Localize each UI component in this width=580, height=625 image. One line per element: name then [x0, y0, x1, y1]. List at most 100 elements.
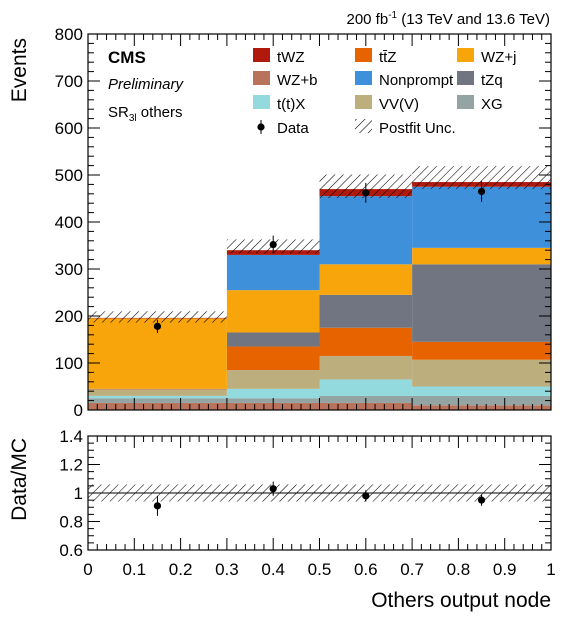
stack-bar-nonprompt-bin1 [226, 254, 320, 291]
main-ytick-label: 200 [55, 307, 83, 326]
ratio-ytick-label: 1 [74, 484, 83, 503]
ratio-ytick-label: 0.6 [59, 541, 83, 560]
legend-swatch [253, 48, 270, 62]
ratio-xlabel: Others output node [371, 589, 551, 612]
ratio-point-3 [477, 494, 486, 506]
lumi-energy: (13 TeV and 13.6 TeV) [397, 11, 550, 28]
data-point-3 [477, 181, 486, 202]
main-ylabel: Events [8, 38, 31, 102]
ratio-point-1 [269, 481, 277, 496]
stack-bar-wzb-bin0 [88, 402, 227, 410]
ratio-xtick-label: 0.8 [447, 560, 471, 579]
postfit-unc-band-bin0 [88, 311, 227, 323]
main-ytick-label: 500 [55, 166, 83, 185]
ratio-marker-2 [362, 492, 370, 500]
ratio-xtick-label: 0.7 [400, 560, 424, 579]
data-marker-2 [362, 189, 370, 197]
main-ytick-label: 300 [55, 260, 83, 279]
region-rest: others [137, 104, 183, 121]
stack-bar-vvv-bin3 [412, 359, 551, 387]
ratio-point-0 [153, 495, 162, 516]
legend-label: tt̄Z [379, 49, 397, 66]
legend-entry-nonprompt: Nonprompt [355, 71, 454, 89]
stack-bar-vvv-bin1 [226, 370, 320, 389]
legend-unc-swatch [355, 119, 372, 133]
main-ytick-label: 800 [55, 25, 83, 44]
ratio-xtick-label: 1 [546, 560, 555, 579]
legend-entry-wzb: WZ+b [253, 71, 317, 89]
stack-bar-ttx-bin1 [226, 388, 320, 399]
ratio-marker-3 [477, 496, 486, 504]
lumi-exponent: -1 [388, 10, 397, 21]
legend-label: tWZ [277, 49, 305, 66]
stack-bar-nonprompt-bin2 [319, 196, 413, 265]
legend-swatch [457, 95, 474, 109]
legend-label: t(t)X [277, 96, 305, 113]
ratio-ylabel: Data/MC [8, 438, 31, 521]
legend: tWZ tt̄Z WZ+j WZ+b Nonprompt tZq t(t)X VV(V) XG D… [253, 48, 516, 137]
ratio-marker-1 [269, 485, 277, 493]
main-ytick-label: 700 [55, 72, 83, 91]
ratio-xtick-label: 0.1 [122, 560, 146, 579]
main-ytick-label: 100 [55, 354, 83, 373]
ratio-point-2 [362, 490, 370, 502]
data-point-0 [153, 319, 162, 333]
region-label: SR3l others [108, 104, 183, 124]
legend-entry-xg: XG [457, 95, 503, 113]
legend-entry-ttz: tt̄Z [355, 48, 397, 66]
ratio-panel: 0 0.1 0.2 0.3 0.4 0.5 0.6 0.7 0.8 0.9 1 0.6 0.8 1 1.2 1… [8, 427, 556, 612]
main-panel: 0 100 200 300 400 500 600 700 800 Events [8, 25, 552, 420]
ratio-xtick-label: 0.9 [493, 560, 517, 579]
preliminary-label: Preliminary [108, 76, 185, 93]
legend-entry-ttx: t(t)X [253, 95, 305, 113]
legend-label: VV(V) [379, 96, 419, 113]
legend-entry-wzj: WZ+j [457, 48, 516, 66]
legend-swatch [253, 95, 270, 109]
stack-bar-xg-bin0 [88, 398, 227, 403]
ratio-xtick-label: 0.3 [215, 560, 239, 579]
legend-swatch [355, 71, 372, 85]
legend-entry-data: Data [257, 120, 309, 137]
data-point-2 [362, 182, 370, 203]
stack-bar-tzq-bin1 [226, 332, 320, 347]
legend-entry-vvv: VV(V) [355, 95, 419, 113]
legend-swatch [253, 71, 270, 85]
legend-entry-postfitunc: Postfit Unc. [355, 119, 456, 137]
ratio-xtick-label: 0 [83, 560, 92, 579]
ratio-xtick-label: 0.6 [354, 560, 378, 579]
stack-bar-ttz-bin1 [226, 346, 320, 371]
legend-label: Data [277, 120, 309, 137]
stack-bar-ttx-bin3 [412, 386, 551, 396]
data-marker-0 [153, 322, 162, 330]
postfit-unc-band-bin3 [412, 166, 551, 190]
stack-bar-ttz-bin3 [412, 341, 551, 360]
legend-label: Postfit Unc. [379, 120, 456, 137]
legend-swatch [355, 95, 372, 109]
stack-bar-ttz-bin2 [319, 327, 413, 356]
stack-bar-wzb-bin3 [412, 405, 551, 410]
ratio-xtick-label: 0.4 [261, 560, 285, 579]
legend-swatch [457, 48, 474, 62]
ratio-marker-0 [153, 502, 162, 510]
stack-bar-xg-bin3 [412, 395, 551, 406]
stack-bar-ttx-bin2 [319, 379, 413, 396]
stack-bar-wzj-bin2 [319, 264, 413, 295]
ratio-xtick-label: 0.2 [169, 560, 193, 579]
ratio-ytick-label: 0.8 [59, 513, 83, 532]
stack-bar-tzq-bin3 [412, 264, 551, 342]
stack-bar-ttx-bin0 [88, 395, 227, 399]
legend-swatch [457, 71, 474, 85]
stack-bar-vvv-bin0 [88, 389, 227, 396]
stack-bar-tzq-bin2 [319, 294, 413, 328]
legend-label: WZ+j [481, 49, 516, 66]
legend-label: WZ+b [277, 72, 317, 89]
lumi-label: 200 fb-1 (13 TeV and 13.6 TeV) [346, 10, 550, 28]
stack-bar-wzj-bin1 [226, 290, 320, 333]
data-marker-1 [269, 240, 277, 249]
main-ytick-label: 400 [55, 213, 83, 232]
legend-label: XG [481, 96, 503, 113]
main-ytick-label: 0 [74, 401, 83, 420]
legend-data-marker [257, 123, 265, 131]
region-sub: 3l [129, 113, 137, 124]
